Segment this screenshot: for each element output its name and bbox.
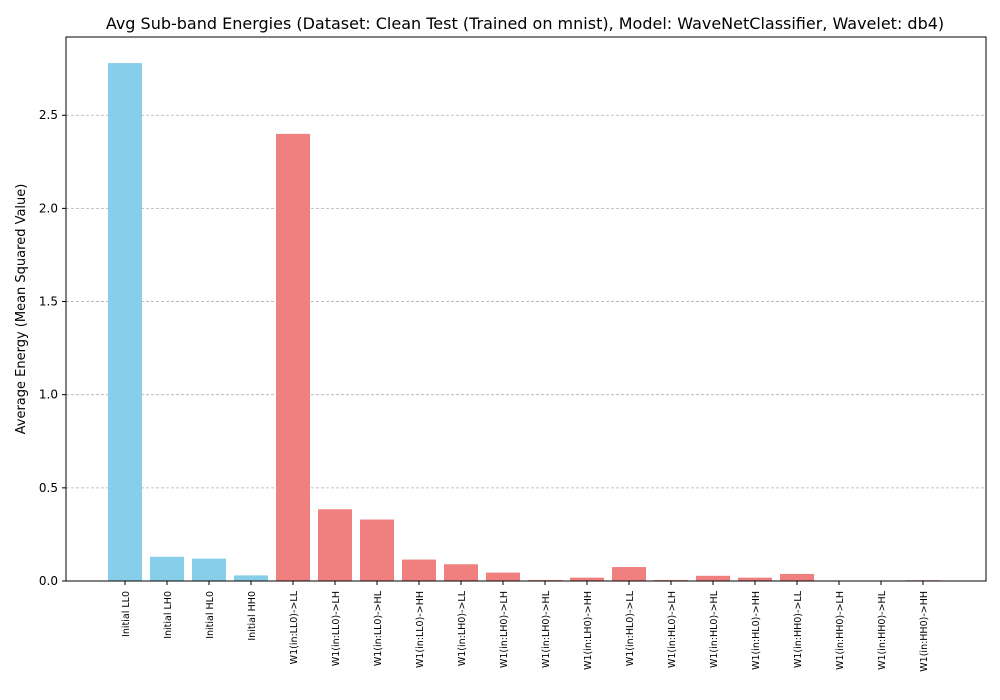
bar (150, 556, 184, 581)
y-tick-label: 1.0 (39, 388, 58, 402)
bar (444, 564, 478, 581)
bar (402, 559, 436, 581)
x-tick-label: W1(in:LH0)->LH (499, 591, 510, 668)
y-axis: 0.0 0.5 1.0 1.5 2.0 2.5 (39, 108, 66, 588)
x-tick-label: W1(in:HL0)->HL (709, 590, 720, 668)
x-tick-label: W1(in:LH0)->HH (583, 591, 594, 670)
bar (486, 572, 520, 581)
x-tick-label: W1(in:LL0)->LL (289, 590, 300, 664)
x-tick-label: W1(in:HH0)->HH (919, 591, 930, 672)
bar (276, 133, 310, 581)
x-tick-label: Initial HL0 (205, 591, 216, 639)
x-tick-label: W1(in:HH0)->LL (793, 590, 804, 668)
y-tick-label: 0.0 (39, 574, 58, 588)
x-tick-label: W1(in:HL0)->LL (625, 590, 636, 666)
bar (612, 567, 646, 581)
x-tick-label: Initial LL0 (121, 591, 132, 637)
grid-lines (66, 114, 986, 489)
chart-title: Avg Sub-band Energies (Dataset: Clean Te… (106, 14, 944, 33)
plot-area-frame (65, 36, 987, 582)
x-tick-label: W1(in:LL0)->LH (331, 591, 342, 666)
x-tick-label: W1(in:HL0)->LH (667, 591, 678, 668)
bar (318, 509, 352, 581)
bar (234, 575, 268, 581)
y-tick-label: 2.0 (39, 201, 58, 215)
y-tick-label: 2.5 (39, 108, 58, 122)
x-tick-label: W1(in:LH0)->HL (541, 590, 552, 668)
y-axis-label: Average Energy (Mean Squared Value) (14, 184, 29, 435)
x-tick-label: W1(in:LL0)->HH (415, 591, 426, 668)
bar (696, 575, 730, 581)
x-tick-label: W1(in:HH0)->HL (877, 590, 888, 670)
bar (360, 519, 394, 581)
x-tick-label: W1(in:HL0)->HH (751, 591, 762, 670)
x-tick-label: W1(in:LL0)->HL (373, 590, 384, 666)
y-tick-label: 0.5 (39, 481, 58, 495)
x-tick-label: Initial HH0 (247, 591, 258, 641)
y-tick-label: 1.5 (39, 295, 58, 309)
bar (570, 577, 604, 581)
bar (780, 573, 814, 581)
bar (738, 577, 772, 581)
bar (108, 63, 142, 581)
x-tick-label: Initial LH0 (163, 591, 174, 639)
bars (108, 63, 940, 581)
x-tick-label: W1(in:HH0)->LH (835, 591, 846, 670)
bar (192, 558, 226, 581)
x-tick-label: W1(in:LH0)->LL (457, 590, 468, 666)
x-axis: Initial LL0 Initial LH0 Initial HL0 Initial… (121, 581, 930, 672)
